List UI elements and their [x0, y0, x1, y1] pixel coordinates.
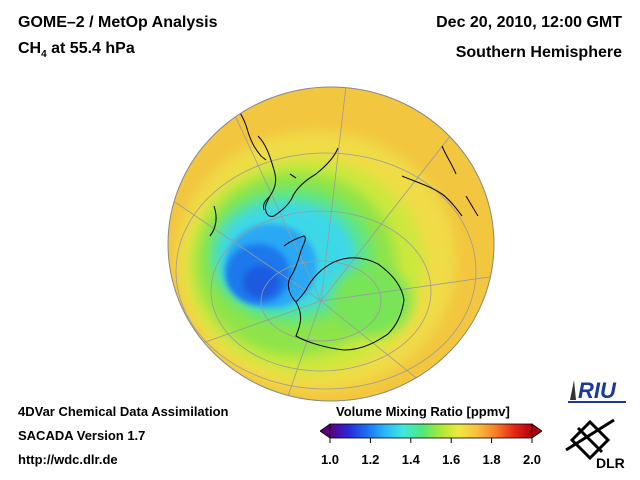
species-name: CH [18, 40, 42, 57]
graticule-parallel-3 [175, 152, 477, 390]
riu-logo-mark [570, 380, 576, 400]
coast-australia [401, 175, 463, 217]
dlr-logo: DLR [565, 418, 625, 470]
coast-antarctica [295, 257, 405, 351]
graticule-meridian-6 [285, 300, 322, 401]
riu-logo: RIU [568, 378, 626, 403]
colorbar-tick-label: 1.0 [320, 452, 340, 467]
species-subscript: 4 [41, 49, 47, 61]
coast-south-america [257, 135, 339, 217]
colorbar-max-arrow [531, 423, 542, 439]
colorbar-title: Volume Mixing Ratio [ppmv] [336, 404, 510, 419]
colorbar-tick-label: 1.6 [442, 452, 461, 467]
footer-version: SACADA Version 1.7 [18, 428, 146, 443]
polar-map [167, 86, 495, 402]
colorbar-ticks [329, 438, 533, 443]
title-instrument: GOME–2 / MetOp Analysis [18, 14, 218, 31]
graticule-parallel-1 [260, 260, 382, 342]
pressure-level: at 55.4 hPa [46, 40, 135, 57]
graticule-meridian-2 [320, 87, 347, 302]
coast-antarctic-peninsula [283, 235, 306, 303]
graticule-meridian-1 [225, 95, 322, 302]
dlr-logo-mark [565, 418, 615, 461]
coast-madagascar [209, 205, 217, 237]
colorbar-tick-label: 1.2 [361, 452, 380, 467]
colorbar-tick-label: 1.8 [482, 452, 501, 467]
footer-url[interactable]: http://wdc.dlr.de [18, 452, 118, 467]
graticule-parallel-2 [210, 210, 432, 372]
colorbar-tick-label: 1.4 [401, 452, 420, 467]
field-deepblue [243, 266, 279, 298]
dlr-logo-text: DLR [596, 455, 625, 470]
footer-method: 4DVar Chemical Data Assimilation [18, 404, 229, 419]
coast-asia [465, 195, 479, 217]
hemisphere-label: Southern Hemisphere [455, 44, 622, 61]
title-species: CH4 at 55.4 hPa [18, 40, 135, 60]
analysis-datetime: Dec 20, 2010, 12:00 GMT [436, 14, 622, 31]
riu-logo-text: RIU [578, 378, 617, 403]
coast-tierra-del-fuego [262, 195, 271, 211]
globe-outline [167, 86, 495, 402]
colorbar-bar [329, 423, 533, 439]
colorbar-min-arrow [320, 423, 331, 439]
colorbar [320, 423, 542, 443]
colorbar-tick-label: 2.0 [522, 452, 542, 467]
graticule-meridian-4 [320, 275, 494, 302]
field-green-east [331, 266, 411, 336]
coast-new-zealand [441, 145, 457, 175]
coast-falklands [289, 173, 297, 179]
graticule-meridian-8 [168, 195, 322, 302]
